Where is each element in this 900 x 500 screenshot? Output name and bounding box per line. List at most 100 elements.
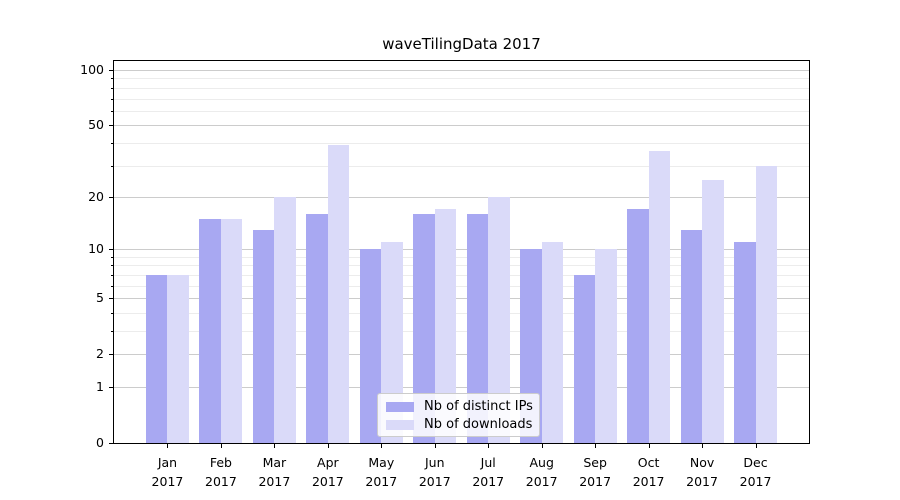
minor-gridline (114, 312, 809, 314)
x-tick-label-aug: Aug 2017 (525, 455, 558, 489)
minor-gridline (114, 265, 809, 267)
bar-ips-may (359, 249, 382, 443)
minor-gridline (114, 87, 809, 89)
x-tick-label-feb: Feb 2017 (205, 455, 237, 489)
bar-downloads-mar (274, 196, 296, 443)
y-minor-tick (111, 142, 113, 144)
y-tick-label: 5 (96, 290, 104, 306)
x-tick-label-jul: Jul 2017 (472, 455, 505, 489)
x-tick-label-dec: Dec 2017 (739, 455, 772, 489)
y-minor-tick (111, 98, 113, 100)
y-minor-tick (111, 256, 113, 258)
x-tick-label-sep: Sep 2017 (579, 455, 612, 489)
minor-gridline (114, 142, 809, 144)
x-tick (327, 444, 329, 448)
legend: Nb of distinct IPs Nb of downloads (377, 393, 540, 437)
bar-downloads-sep (595, 249, 617, 443)
y-tick-label: 20 (88, 188, 104, 204)
legend-swatch-distinct-ips (386, 402, 414, 412)
bar-downloads-aug (541, 242, 564, 443)
y-minor-tick (111, 165, 113, 167)
y-tick-label: 0 (96, 435, 104, 450)
bar-downloads-jan (167, 274, 189, 443)
x-tick-label-jun: Jun 2017 (418, 455, 451, 489)
x-tick-label-may: May 2017 (365, 455, 398, 489)
plot-area (113, 60, 810, 444)
y-tick (109, 443, 113, 444)
legend-item-distinct-ips: Nb of distinct IPs (378, 398, 539, 416)
x-tick (381, 444, 383, 448)
y-minor-tick (111, 265, 113, 267)
bar-ips-apr (306, 214, 328, 443)
bar-ips-nov (680, 229, 703, 443)
x-tick (595, 444, 597, 448)
y-tick-label: 10 (88, 241, 104, 257)
minor-gridline (114, 110, 809, 112)
legend-label-distinct-ips: Nb of distinct IPs (424, 399, 533, 414)
bar-ips-feb (199, 218, 221, 443)
bar-downloads-apr (327, 144, 350, 443)
y-minor-tick (111, 274, 113, 276)
x-tick (274, 444, 276, 448)
x-tick-label-mar: Mar 2017 (258, 455, 291, 489)
x-tick (755, 444, 757, 448)
bar-downloads-jul (488, 196, 510, 443)
y-tick (109, 298, 113, 300)
chart-title: waveTilingData 2017 (382, 35, 541, 53)
bar-ips-mar (252, 229, 275, 443)
y-minor-tick (111, 87, 113, 89)
x-tick (434, 444, 436, 448)
major-gridline (114, 196, 809, 198)
y-tick (109, 354, 113, 356)
minor-gridline (114, 256, 809, 258)
y-tick (109, 125, 113, 127)
x-tick-label-oct: Oct 2017 (632, 455, 665, 489)
legend-label-downloads: Nb of downloads (424, 417, 533, 432)
major-gridline (114, 125, 809, 127)
minor-gridline (114, 285, 809, 287)
minor-gridline (114, 78, 809, 80)
legend-swatch-downloads (386, 420, 414, 430)
x-tick (167, 444, 169, 448)
y-tick (109, 70, 113, 72)
major-gridline (114, 386, 809, 388)
x-tick (488, 444, 490, 448)
major-gridline (114, 354, 809, 356)
y-minor-tick (111, 78, 113, 80)
y-minor-tick (111, 285, 113, 287)
y-minor-tick (111, 330, 113, 332)
y-minor-tick (111, 110, 113, 112)
bar-downloads-jun (434, 209, 457, 443)
bar-downloads-oct (648, 151, 671, 443)
minor-gridline (114, 98, 809, 100)
bar-downloads-may (381, 242, 403, 443)
x-tick (648, 444, 650, 448)
minor-gridline (114, 330, 809, 332)
bar-ips-jan (145, 274, 168, 443)
bar-ips-oct (627, 209, 649, 443)
bar-downloads-dec (755, 165, 778, 443)
x-tick-label-jan: Jan 2017 (151, 455, 184, 489)
x-tick (220, 444, 222, 448)
y-tick-label: 50 (88, 117, 104, 133)
bar-ips-jun (413, 214, 435, 443)
bar-ips-dec (734, 242, 756, 443)
bar-downloads-nov (702, 179, 724, 443)
y-tick (109, 249, 113, 251)
x-tick-label-nov: Nov 2017 (686, 455, 718, 489)
bar-downloads-feb (220, 218, 243, 443)
x-tick (702, 444, 704, 448)
major-gridline (114, 249, 809, 251)
bar-ips-sep (573, 274, 596, 443)
y-tick-label: 100 (80, 62, 104, 78)
minor-gridline (114, 165, 809, 167)
x-tick (541, 444, 543, 448)
y-minor-tick (111, 312, 113, 314)
y-tick (109, 196, 113, 198)
y-tick-label: 1 (96, 378, 104, 394)
y-tick-label: 2 (96, 346, 104, 362)
y-tick (109, 386, 113, 388)
legend-item-downloads: Nb of downloads (378, 416, 539, 434)
major-gridline (114, 70, 809, 72)
